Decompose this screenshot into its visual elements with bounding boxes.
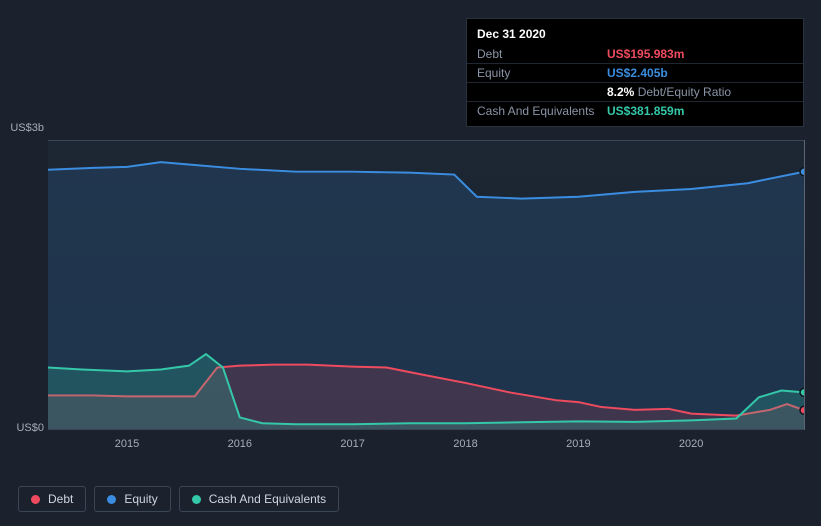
chart-plot-area[interactable] [48,140,804,430]
legend-item-debt[interactable]: Debt [18,486,86,512]
chart-cursor-line [804,140,805,430]
tooltip-row: Cash And EquivalentsUS$381.859m [467,101,803,120]
tooltip-label: Cash And Equivalents [477,104,607,118]
y-tick-max: US$3b [8,122,44,134]
legend-item-equity[interactable]: Equity [94,486,170,512]
legend-label: Debt [48,492,73,506]
x-tick: 2017 [340,438,364,450]
legend-label: Cash And Equivalents [209,492,326,506]
tooltip-row: EquityUS$2.405b [467,63,803,82]
legend-item-cash-and-equivalents[interactable]: Cash And Equivalents [179,486,339,512]
legend-dot-icon [192,495,201,504]
tooltip-label: Equity [477,66,607,80]
tooltip-value: US$381.859m [607,104,684,118]
x-tick: 2020 [679,438,703,450]
chart-tooltip: Dec 31 2020 DebtUS$195.983mEquityUS$2.40… [466,18,804,127]
tooltip-value: US$195.983m [607,47,684,61]
chart-legend: Debt Equity Cash And Equivalents [18,486,339,512]
tooltip-row: DebtUS$195.983m [467,45,803,63]
tooltip-label [477,85,607,99]
tooltip-label: Debt [477,47,607,61]
legend-dot-icon [31,495,40,504]
x-tick: 2019 [566,438,590,450]
tooltip-date: Dec 31 2020 [467,25,803,45]
x-tick: 2015 [115,438,139,450]
y-tick-min: US$0 [8,422,44,434]
x-tick: 2018 [453,438,477,450]
x-axis: 2015 2016 2017 2018 2019 2020 [48,438,804,458]
tooltip-row: 8.2% Debt/Equity Ratio [467,82,803,101]
legend-dot-icon [107,495,116,504]
tooltip-value: US$2.405b [607,66,668,80]
chart-svg [48,141,804,429]
legend-label: Equity [124,492,157,506]
tooltip-value: 8.2% Debt/Equity Ratio [607,85,731,99]
x-tick: 2016 [228,438,252,450]
